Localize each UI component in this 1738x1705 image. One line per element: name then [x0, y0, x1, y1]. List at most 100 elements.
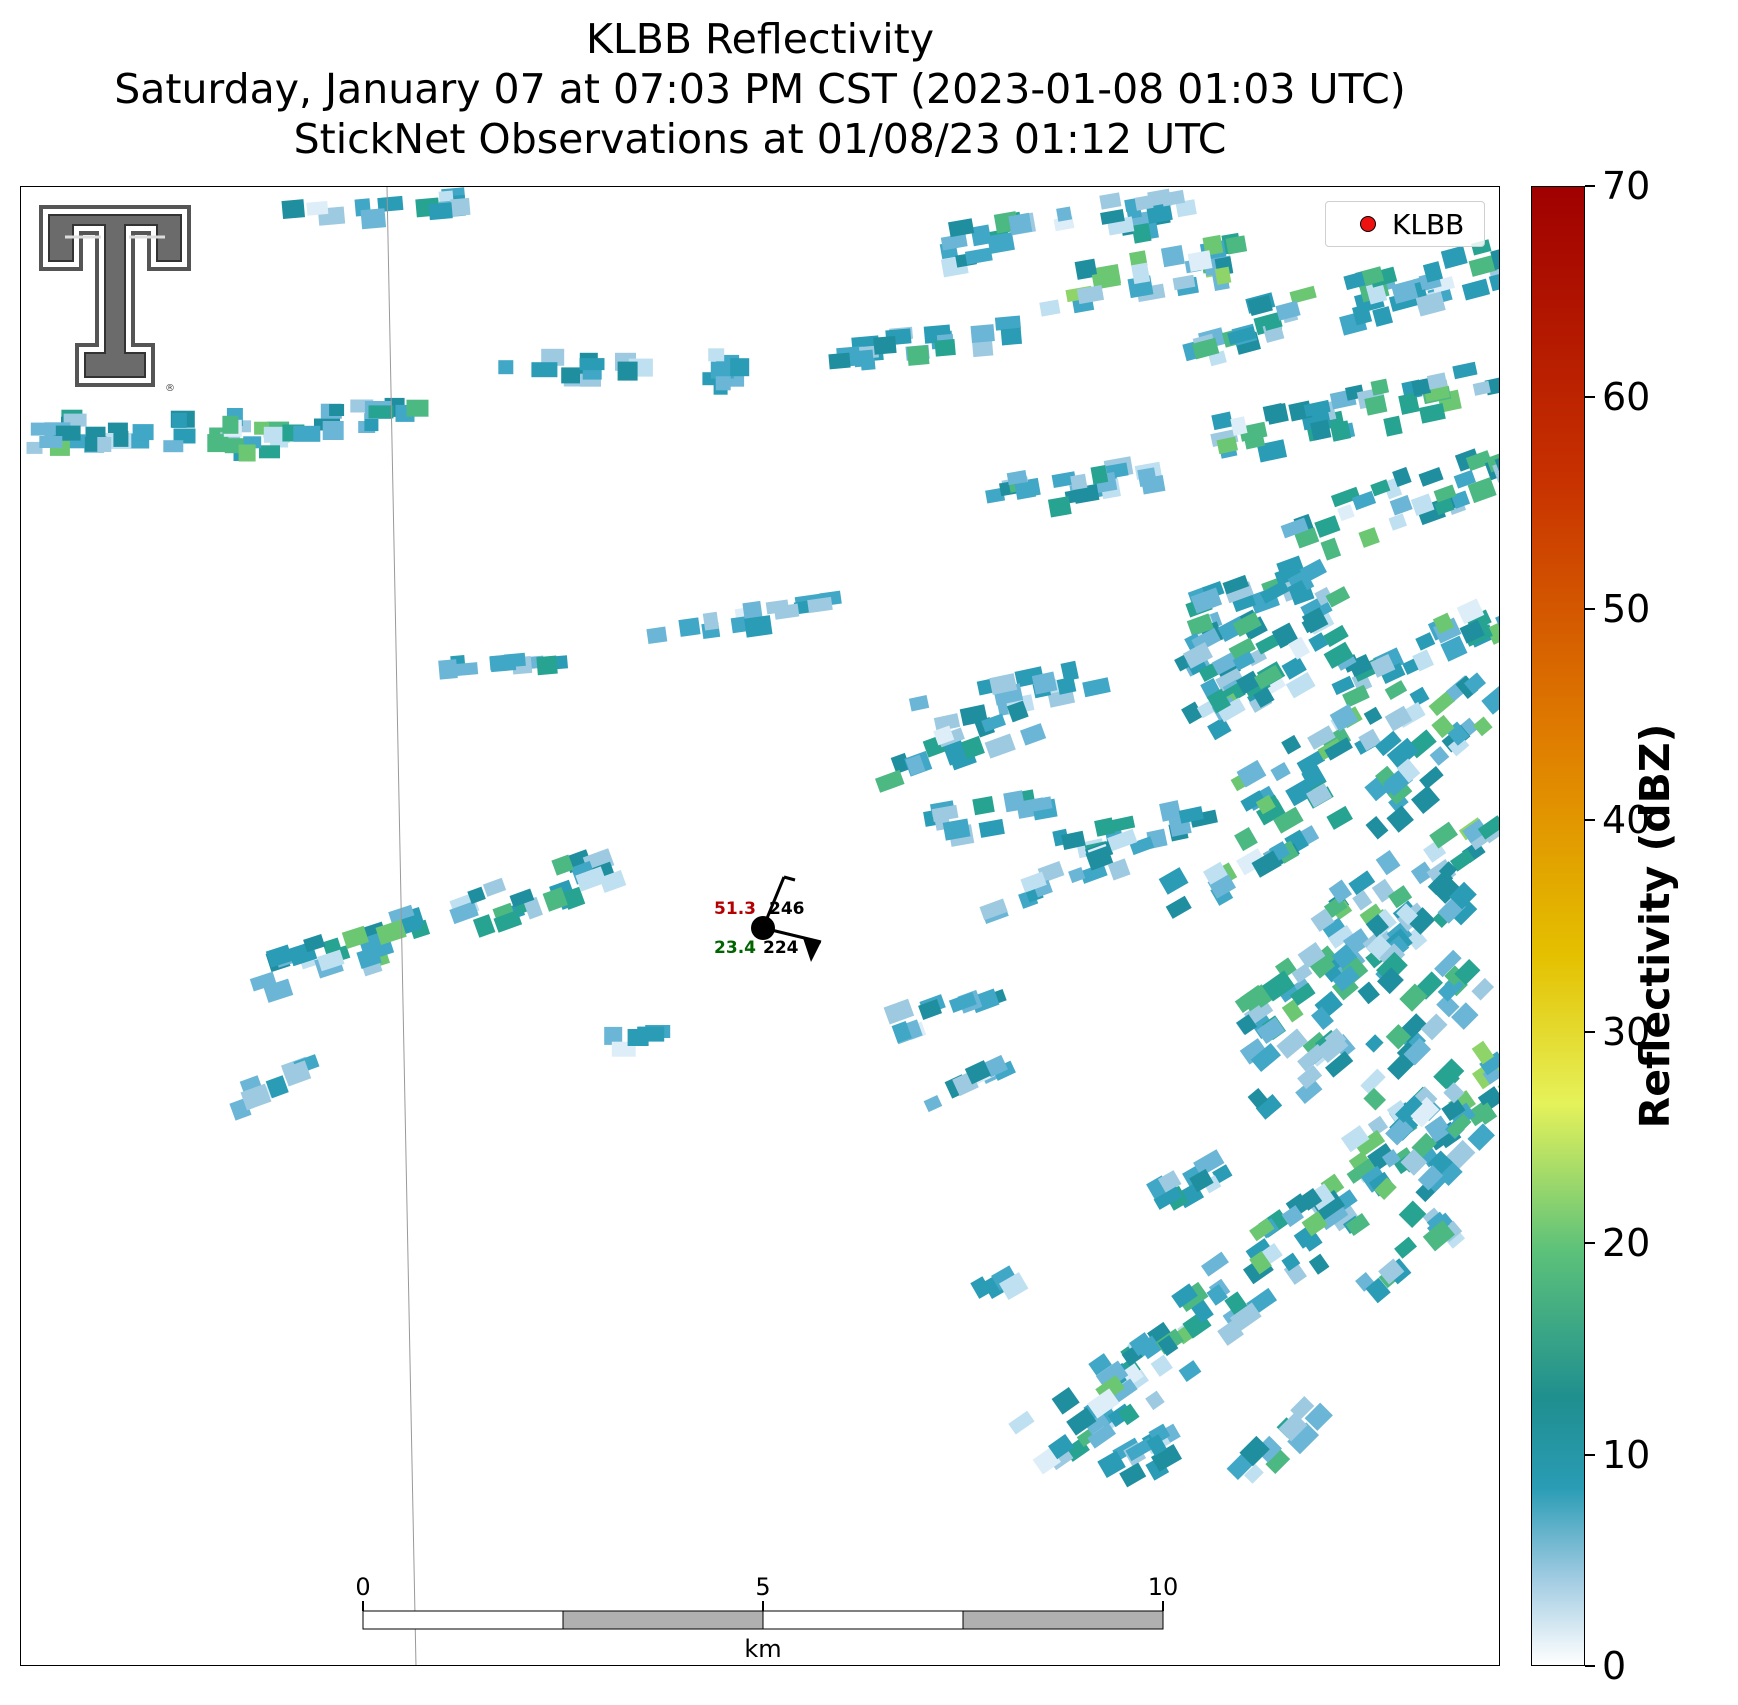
- reflectivity-pixel: [1191, 337, 1220, 360]
- reflectivity-pixel: [1153, 1186, 1183, 1210]
- colorbar: [1531, 186, 1585, 1666]
- title-observations: StickNet Observations at 01/08/23 01:12 …: [293, 115, 1227, 163]
- reflectivity-pixel: [1253, 664, 1283, 690]
- station-plot: 51.3 246 23.4 224: [714, 875, 822, 962]
- reflectivity-pixel: [1348, 870, 1376, 896]
- reflectivity-pixel: [1203, 861, 1228, 885]
- reflectivity-pixel: [1447, 895, 1478, 926]
- reflectivity-pixel: [708, 348, 725, 362]
- reflectivity-pixel: [874, 769, 905, 793]
- reflectivity-pixel: [1312, 1189, 1345, 1221]
- reflectivity-pixel: [1431, 714, 1455, 739]
- reflectivity-pixel: [171, 412, 187, 428]
- reflectivity-pixel: [1109, 815, 1136, 833]
- reflectivity-pixel: [265, 944, 293, 968]
- reflectivity-pixel: [238, 444, 256, 462]
- reflectivity-pixel: [1378, 1258, 1405, 1285]
- reflectivity-pixel: [541, 348, 565, 366]
- reflectivity-pixel: [1187, 250, 1213, 272]
- reflectivity-pixel: [1070, 473, 1088, 491]
- reflectivity-pixel: [1275, 300, 1301, 321]
- reflectivity-pixel: [1448, 735, 1470, 757]
- reflectivity-pixel: [678, 617, 701, 637]
- map-legend: KLBB: [1325, 201, 1485, 247]
- reflectivity-pixel: [132, 424, 154, 441]
- reflectivity-pixel: [1056, 206, 1073, 222]
- station-secondary-value: 224: [763, 938, 799, 958]
- reflectivity-pixel: [1211, 652, 1238, 676]
- reflectivity-pixel: [1465, 450, 1493, 472]
- colorbar-tick-label: 20: [1602, 1221, 1651, 1266]
- reflectivity-pixel: [1068, 867, 1086, 884]
- reflectivity-pixel: [1066, 1407, 1097, 1436]
- reflectivity-pixel: [1363, 1087, 1387, 1111]
- texas-tech-logo: ®: [39, 205, 191, 394]
- reflectivity-pixel: [1249, 1250, 1272, 1275]
- reflectivity-pixel: [438, 659, 458, 680]
- reflectivity-pixel: [999, 1272, 1029, 1301]
- reflectivity-pixel: [1443, 1082, 1465, 1104]
- reflectivity-pixel: [1051, 1386, 1080, 1415]
- reflectivity-pixel: [1060, 660, 1079, 682]
- reflectivity-pixel: [281, 199, 305, 220]
- reflectivity-pixel: [604, 1026, 623, 1045]
- reflectivity-pixel: [1377, 967, 1404, 995]
- reflectivity-pixel: [1276, 555, 1305, 579]
- reflectivity-pixel: [1145, 1390, 1165, 1411]
- colorbar-tick-mark: [1585, 1030, 1595, 1033]
- reflectivity-pixel: [1146, 202, 1173, 224]
- reflectivity-pixel: [1316, 1031, 1349, 1063]
- reflectivity-pixel: [742, 600, 763, 621]
- reflectivity-pixel: [1087, 1388, 1120, 1419]
- reflectivity-pixel: [1262, 312, 1283, 331]
- reflectivity-pixel: [282, 1060, 312, 1087]
- reflectivity-pixel: [1392, 466, 1412, 488]
- reflectivity-pixel: [1299, 1187, 1323, 1211]
- reflectivity-pixel: [1095, 1360, 1129, 1391]
- reflectivity-pixel: [1357, 981, 1380, 1005]
- reflectivity-pixel: [984, 1054, 1008, 1078]
- reflectivity-pixel: [1385, 1117, 1414, 1146]
- reflectivity-pixel: [599, 870, 627, 893]
- reflectivity-pixel: [1314, 515, 1341, 538]
- reflectivity-pixel: [984, 733, 1016, 759]
- reflectivity-pixel: [918, 999, 943, 1020]
- reflectivity-pixel: [1440, 245, 1468, 269]
- reflectivity-pixel: [1355, 1129, 1386, 1157]
- reflectivity-pixel: [1236, 1014, 1258, 1036]
- reflectivity-pixel: [1255, 794, 1276, 815]
- reflectivity-pixel: [933, 713, 961, 732]
- reflectivity-pixel: [1323, 641, 1354, 669]
- reflectivity-pixel: [1370, 653, 1396, 678]
- reflectivity-pixel: [1346, 1158, 1376, 1184]
- reflectivity-pixel: [1434, 498, 1455, 516]
- reflectivity-pixel: [1422, 1220, 1455, 1252]
- reflectivity-pixel: [890, 752, 911, 774]
- reflectivity-pixel: [531, 362, 558, 378]
- reflectivity-pixel: [249, 971, 277, 992]
- colorbar-tick-mark: [1585, 1665, 1595, 1667]
- reflectivity-pixel: [265, 1075, 289, 1099]
- reflectivity-pixel: [1396, 758, 1421, 783]
- reflectivity-pixel: [1387, 885, 1413, 909]
- reflectivity-pixel: [1239, 1435, 1270, 1467]
- reflectivity-pixel: [1082, 677, 1111, 698]
- scale-tick-10: 10: [1148, 1573, 1179, 1601]
- reflectivity-pixel: [1329, 420, 1352, 442]
- reflectivity-pixel: [1240, 790, 1266, 812]
- reflectivity-pixel: [1426, 372, 1448, 390]
- reflectivity-pixel: [356, 946, 382, 969]
- reflectivity-pixel: [1462, 818, 1489, 844]
- reflectivity-pixel: [1134, 194, 1154, 211]
- reflectivity-pixel: [1031, 671, 1058, 695]
- reflectivity-pixel: [1178, 1360, 1202, 1382]
- reflectivity-pixel: [579, 358, 605, 371]
- title-radar: KLBB Reflectivity: [586, 15, 934, 63]
- reflectivity-pixel: [1236, 759, 1267, 788]
- reflectivity-pixel: [1363, 706, 1383, 726]
- reflectivity-pixel: [1202, 234, 1224, 256]
- reflectivity-pixel: [981, 713, 1006, 733]
- reflectivity-pixel: [1182, 641, 1213, 669]
- reflectivity-pixel: [1331, 675, 1355, 696]
- reflectivity-pixel: [1486, 620, 1499, 645]
